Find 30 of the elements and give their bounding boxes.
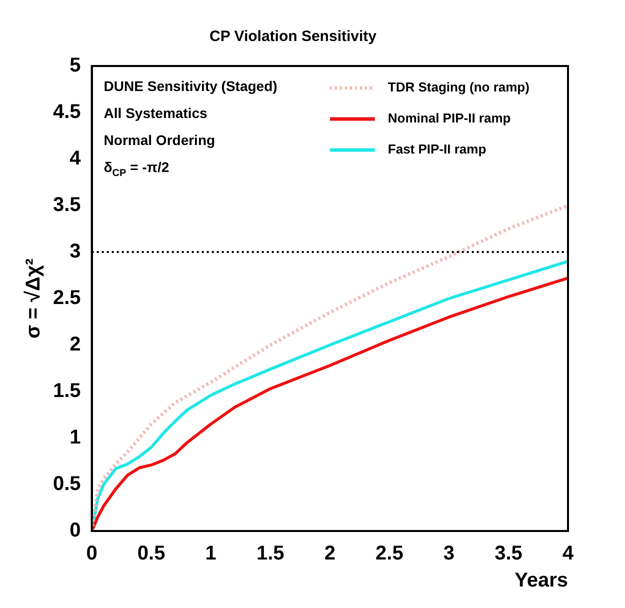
x-tick-label: 0 [86, 542, 98, 565]
y-tick-label: 0 [70, 520, 81, 542]
y-axis-title: σ = √Δχ² [22, 258, 45, 338]
y-tick-label: 1.5 [52, 380, 81, 402]
annotation: All Systematics [104, 105, 208, 121]
x-tick-label: 3.5 [494, 542, 522, 565]
x-tick-label: 0.5 [137, 542, 166, 565]
legend-label: TDR Staging (no ramp) [388, 80, 530, 95]
annotation: Normal Ordering [104, 132, 216, 148]
x-tick-label: 1 [205, 542, 216, 565]
x-tick-label: 2.5 [376, 542, 404, 565]
y-tick-label: 5 [70, 54, 81, 77]
legend-label: Fast PIP-II ramp [388, 142, 486, 157]
annotation: DUNE Sensitivity (Staged) [104, 78, 278, 94]
y-tick-label: 2 [70, 334, 81, 356]
x-tick-label: 2 [324, 542, 336, 565]
line-series [92, 204, 568, 531]
y-tick-label: 4.5 [52, 101, 81, 124]
y-tick-label: 3 [70, 240, 81, 263]
x-tick-label: 3 [443, 542, 455, 565]
y-tick-label: 2.5 [52, 287, 81, 310]
chart-title: CP Violation Sensitivity [210, 28, 378, 46]
x-tick-label: 4 [562, 542, 574, 565]
x-axis-title: Years [514, 570, 568, 592]
y-tick-label: 1 [70, 426, 81, 449]
y-tick-label: 3.5 [52, 194, 81, 216]
y-tick-label: 0.5 [52, 473, 81, 496]
legend-label: Nominal PIP-II ramp [388, 110, 511, 126]
x-tick-label: 1.5 [256, 542, 284, 565]
y-tick-label: 4 [70, 148, 82, 170]
